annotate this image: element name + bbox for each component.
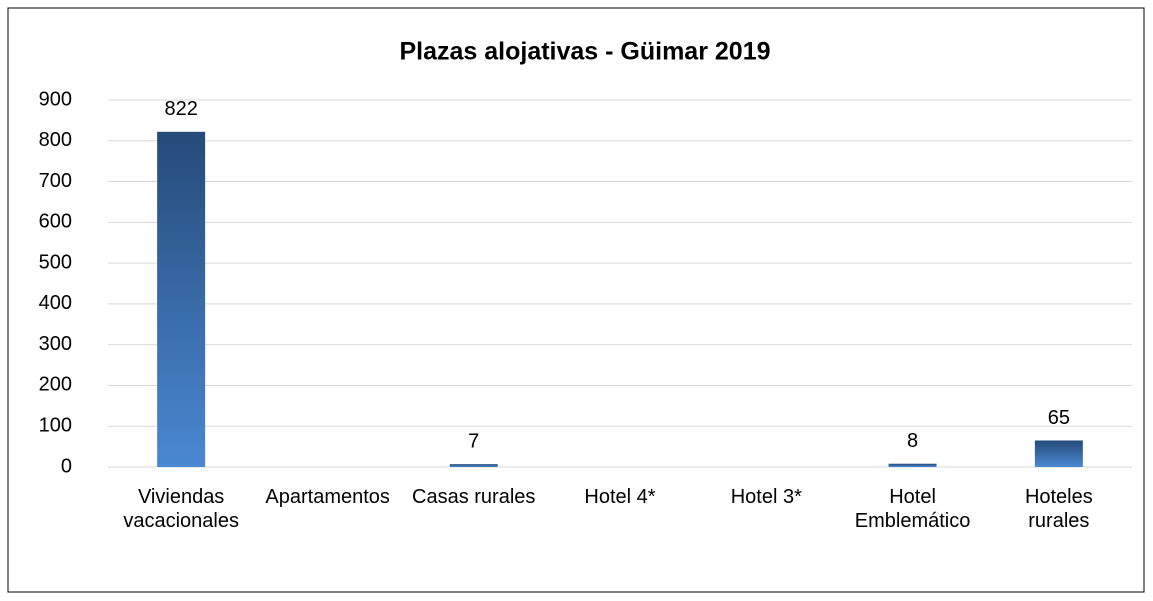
y-tick-label: 600 xyxy=(39,211,72,233)
x-tick-label: Viviendas vacacionales xyxy=(123,486,239,532)
y-tick-label: 300 xyxy=(39,333,72,355)
bar xyxy=(1034,440,1083,467)
data-label: 7 xyxy=(468,430,479,452)
x-tick-label-box: Apartamentos xyxy=(265,486,390,508)
x-tick-label-box: Viviendas vacacionales xyxy=(123,486,239,532)
x-tick-label-box: Hotel 4* xyxy=(584,486,656,508)
x-tick-label: Apartamentos xyxy=(265,486,390,508)
data-label: 65 xyxy=(1048,407,1070,429)
y-tick-label: 800 xyxy=(39,129,72,151)
x-tick-label-box: Hoteles rurales xyxy=(1024,486,1093,532)
bar xyxy=(888,463,937,467)
x-tick-label-box: Casas rurales xyxy=(412,486,536,508)
y-tick-label: 700 xyxy=(39,170,72,192)
x-tick-label: Hotel Emblemático xyxy=(854,486,971,532)
bar xyxy=(157,131,206,467)
y-tick-label: 500 xyxy=(39,251,72,273)
bar xyxy=(449,464,498,467)
x-tick-label-box: Hotel Emblemático xyxy=(854,486,971,532)
x-tick-label: Casas rurales xyxy=(412,486,536,508)
y-tick-label: 200 xyxy=(39,374,72,396)
x-tick-label: Hotel 3* xyxy=(730,486,802,508)
y-tick-label: 100 xyxy=(39,415,72,437)
chart-title: Plazas alojativas - Güimar 2019 xyxy=(399,38,770,66)
x-tick-label: Hotel 4* xyxy=(584,486,656,508)
data-label: 8 xyxy=(907,430,918,452)
y-tick-label: 0 xyxy=(61,455,72,477)
data-label: 822 xyxy=(164,98,197,120)
x-tick-label: Hoteles rurales xyxy=(1024,486,1093,532)
y-tick-label: 400 xyxy=(39,292,72,314)
y-tick-label: 900 xyxy=(39,88,72,110)
x-tick-label-box: Hotel 3* xyxy=(730,486,802,508)
